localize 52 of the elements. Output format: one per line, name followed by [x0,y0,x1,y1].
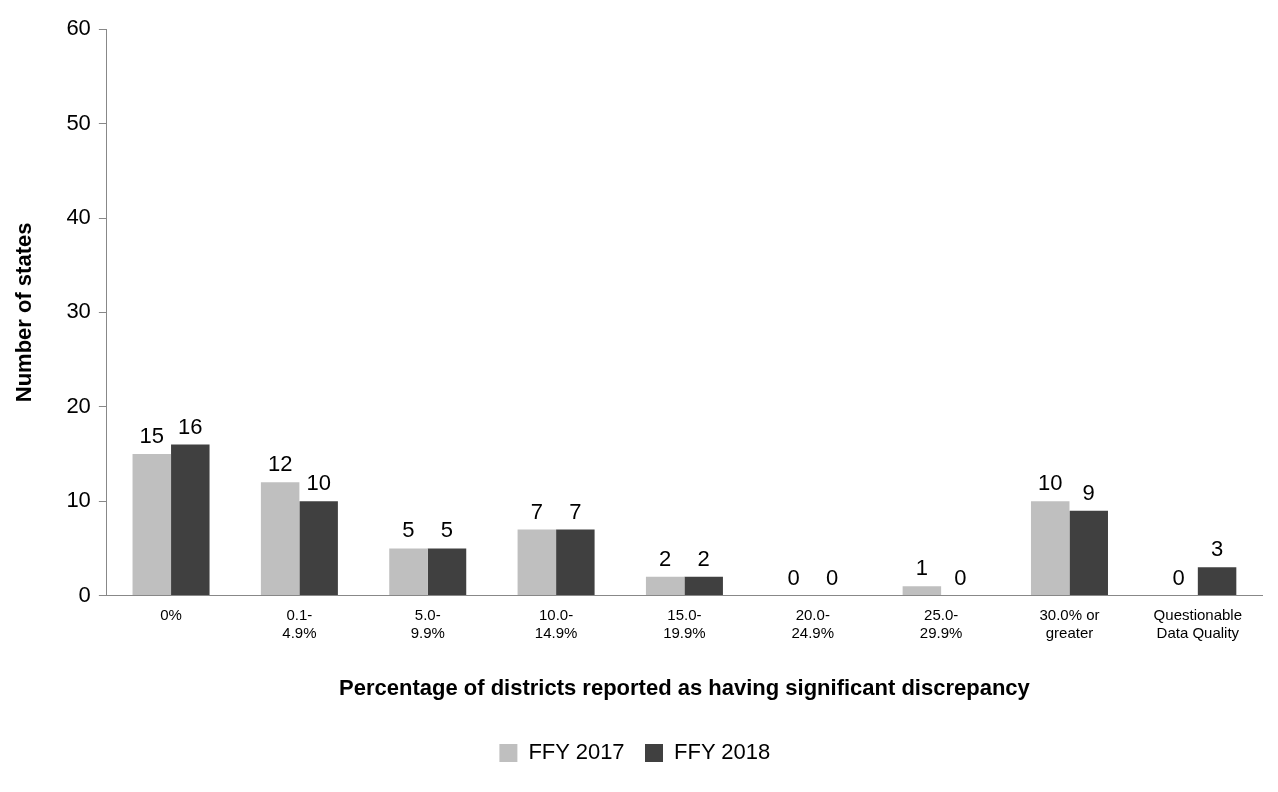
bar [299,501,338,596]
bar [1069,510,1108,596]
x-tick-label: 0.1- 4.9% [282,605,317,641]
bar [132,454,172,596]
data-label: 0 [825,564,839,590]
y-tick-label: 20 [66,392,91,418]
legend-label: FFY 2018 [674,739,771,765]
data-label: 15 [139,423,165,449]
y-tick-label: 50 [66,109,91,135]
y-tick-label: 30 [66,298,91,324]
data-label: 10 [1037,470,1063,496]
data-label: 5 [440,517,454,543]
bar [171,444,210,596]
data-label: 7 [530,498,543,524]
x-tick-label: 15.0- 19.9% [663,605,706,641]
x-tick-label: 30.0% or greater [1039,605,1100,641]
data-label: 2 [697,545,710,571]
bar [1197,567,1237,596]
x-tick-label: 0% [160,605,182,623]
data-label: 3 [1210,536,1224,562]
y-tick-label: 10 [66,487,91,513]
data-label: 1 [915,555,928,581]
x-tick-label: 25.0- 29.9% [919,605,963,641]
bar [684,576,723,596]
x-tick-label: 5.0- 9.9% [410,605,445,641]
y-tick-label: 40 [66,204,91,230]
x-axis-title: Percentage of districts reported as having significant discrepancy [339,674,1031,700]
data-label: 7 [569,498,582,524]
y-tick-label: 60 [66,15,91,41]
data-label: 9 [1082,479,1095,505]
bar [902,586,942,596]
data-label: 0 [787,564,800,590]
legend-label: FFY 2017 [528,739,625,765]
x-tick-label: 20.0- 24.9% [791,605,835,641]
data-label: 16 [178,413,203,439]
y-axis-title: Number of states [11,222,37,403]
bar [1030,501,1070,596]
bar [556,529,595,596]
bar [517,529,557,596]
data-label: 0 [1172,564,1185,590]
y-tick-label: 0 [78,581,91,607]
bar [389,548,428,596]
bar [260,482,300,596]
bar [427,548,467,596]
data-label: 12 [267,451,293,477]
x-tick-label: Questionable Data Quality [1153,605,1243,641]
data-label: 2 [659,545,672,571]
data-label: 5 [402,517,415,543]
bar [645,576,685,596]
x-tick-label: 10.0- 14.9% [534,605,578,641]
data-label: 0 [954,564,967,590]
data-label: 10 [306,470,331,496]
